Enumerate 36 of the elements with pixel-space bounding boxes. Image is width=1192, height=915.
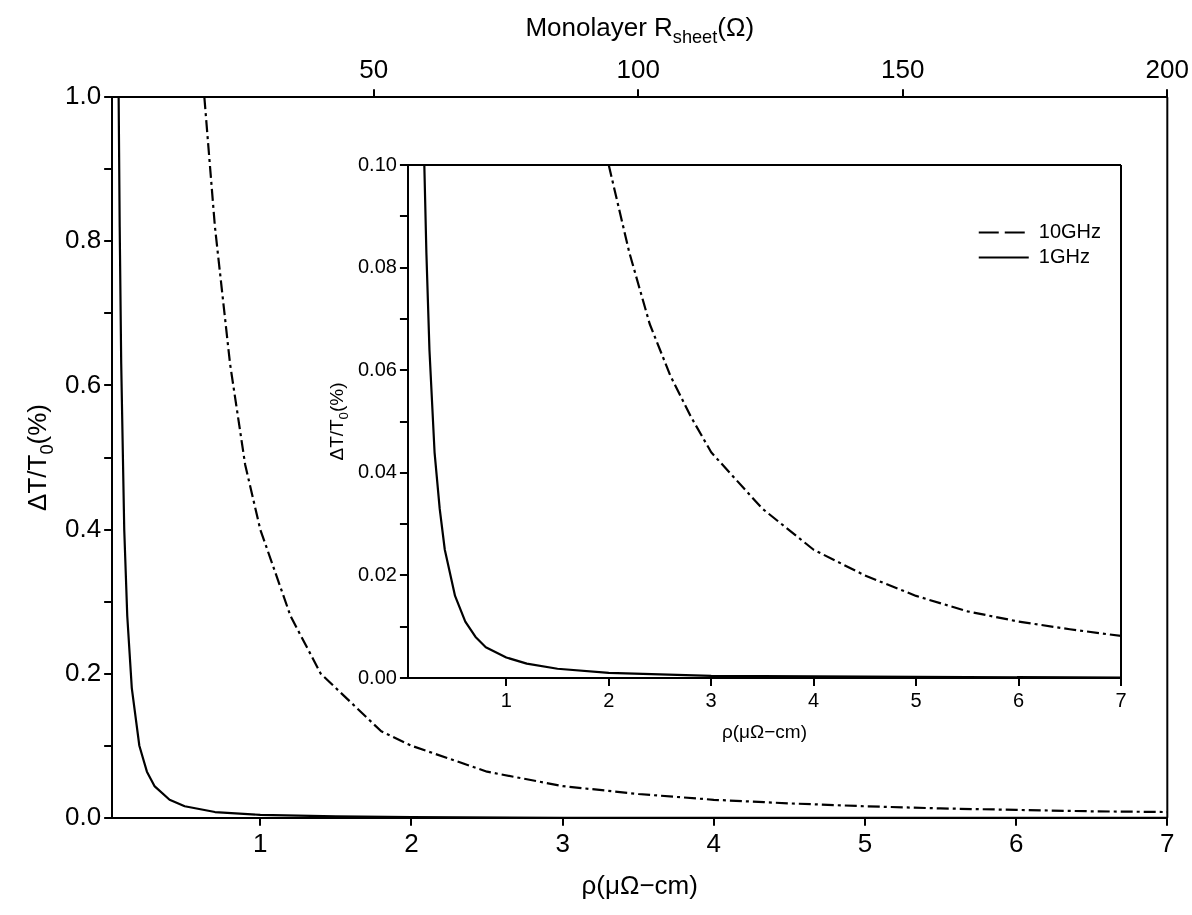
- x-tick-label: 2: [404, 827, 419, 858]
- x-tick-label: 1: [253, 827, 268, 858]
- y-tick-label: 0.04: [357, 460, 397, 483]
- legend-label: 10GHz: [1038, 220, 1101, 243]
- y-axis-title: ΔT/T0(%): [21, 404, 57, 511]
- x2-tick-label: 50: [359, 53, 389, 84]
- y-tick-label: 0.6: [64, 368, 102, 399]
- x-tick-label: 6: [1012, 688, 1025, 711]
- legend-label: 1GHz: [1038, 245, 1090, 268]
- x2-tick-label: 100: [616, 53, 660, 84]
- x-axis-title: ρ(μΩ−cm): [581, 869, 698, 900]
- y-tick-label: 0.00: [357, 665, 397, 688]
- x-tick-label: 5: [910, 688, 922, 711]
- y-tick-label: 0.4: [64, 512, 102, 543]
- y-tick-label: 0.08: [357, 255, 397, 278]
- x-tick-label: 4: [706, 827, 722, 858]
- x-tick-label: 3: [555, 827, 570, 858]
- y-axis-title: ΔT/T0(%): [326, 382, 352, 461]
- y-tick-label: 0.8: [64, 224, 102, 255]
- x-tick-label: 3: [705, 688, 717, 711]
- x2-tick-label: 150: [881, 53, 925, 84]
- x-tick-label: 4: [808, 688, 820, 711]
- y-tick-label: 0.10: [357, 152, 397, 175]
- y-tick-label: 0.02: [357, 562, 397, 585]
- x-tick-label: 7: [1160, 827, 1175, 858]
- y-tick-label: 0.0: [64, 800, 102, 831]
- x-tick-label: 2: [603, 688, 615, 711]
- x-tick-label: 5: [857, 827, 873, 858]
- x2-tick-label: 200: [1145, 53, 1190, 84]
- y-tick-label: 1.0: [64, 80, 102, 111]
- x-tick-label: 6: [1008, 827, 1024, 858]
- y-tick-label: 0.2: [64, 656, 102, 687]
- x-tick-label: 1: [500, 688, 512, 711]
- x-axis-title: ρ(μΩ−cm): [721, 721, 807, 743]
- y-tick-label: 0.06: [357, 357, 397, 380]
- x-tick-label: 7: [1115, 688, 1127, 711]
